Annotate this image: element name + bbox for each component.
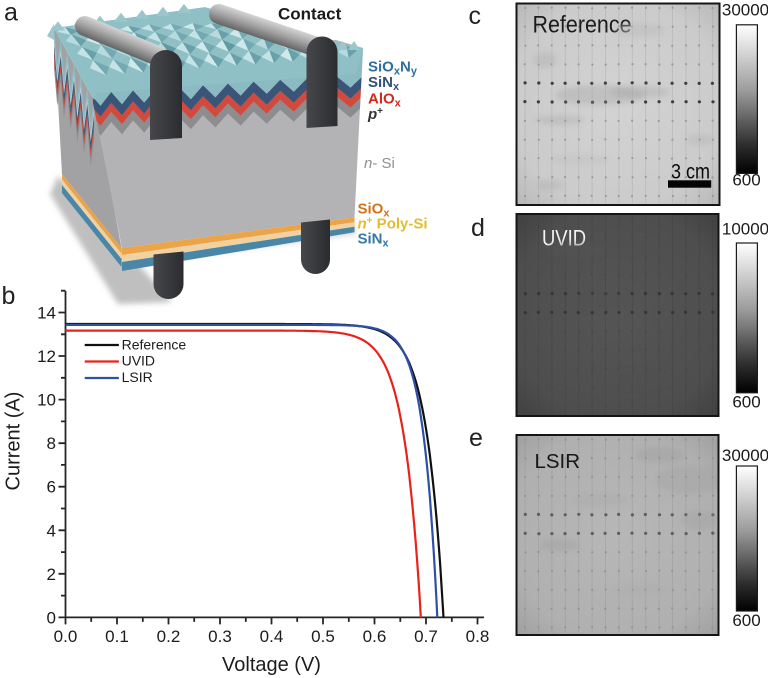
svg-text:4: 4 (47, 521, 56, 540)
svg-text:600: 600 (732, 611, 760, 630)
svg-text:0.2: 0.2 (157, 627, 181, 646)
svg-text:d: d (471, 214, 485, 242)
svg-text:0.4: 0.4 (260, 627, 284, 646)
svg-text:SiNx: SiNx (358, 231, 390, 250)
svg-text:600: 600 (732, 170, 760, 189)
svg-text:c: c (469, 2, 482, 30)
svg-text:UVID: UVID (122, 353, 155, 369)
svg-text:Current (A): Current (A) (3, 392, 25, 491)
svg-text:0.6: 0.6 (363, 627, 387, 646)
svg-text:10: 10 (37, 391, 56, 410)
svg-text:10000: 10000 (722, 220, 768, 239)
svg-text:a: a (4, 0, 18, 26)
svg-text:SiOx: SiOx (358, 201, 391, 220)
svg-text:2: 2 (47, 565, 56, 584)
svg-text:Contact: Contact (278, 5, 342, 24)
svg-text:SiNx: SiNx (368, 74, 400, 93)
svg-text:3 cm: 3 cm (671, 161, 710, 184)
svg-text:n- Si: n- Si (364, 155, 395, 172)
svg-text:30000: 30000 (722, 1, 768, 20)
svg-text:Reference: Reference (533, 12, 632, 39)
svg-text:AlOx: AlOx (368, 91, 402, 110)
svg-text:8: 8 (47, 434, 56, 453)
svg-text:p+: p+ (367, 106, 383, 123)
svg-text:0: 0 (47, 608, 56, 627)
svg-text:e: e (469, 424, 483, 452)
svg-text:Voltage (V): Voltage (V) (222, 654, 321, 676)
svg-text:LSIR: LSIR (122, 369, 153, 385)
svg-text:0.8: 0.8 (466, 627, 490, 646)
svg-text:LSIR: LSIR (535, 451, 581, 473)
svg-text:Reference: Reference (122, 336, 187, 352)
svg-text:12: 12 (37, 347, 56, 366)
svg-text:6: 6 (47, 478, 56, 497)
svg-text:b: b (2, 282, 16, 310)
svg-text:SiOxNy: SiOxNy (368, 59, 418, 78)
svg-text:0.1: 0.1 (105, 627, 129, 646)
svg-text:14: 14 (37, 304, 56, 323)
svg-text:0.5: 0.5 (311, 627, 335, 646)
svg-text:0.3: 0.3 (208, 627, 232, 646)
svg-text:30000: 30000 (722, 446, 768, 465)
svg-text:n+ Poly-Si: n+ Poly-Si (358, 216, 428, 233)
svg-text:600: 600 (732, 393, 760, 412)
svg-text:0.0: 0.0 (54, 627, 78, 646)
svg-text:0.7: 0.7 (414, 627, 438, 646)
